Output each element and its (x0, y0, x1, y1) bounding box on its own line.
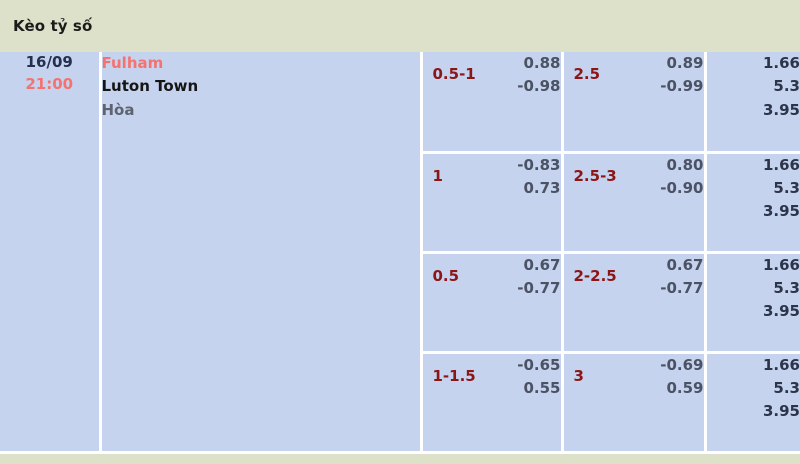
page-title: Kèo tỷ số (13, 17, 92, 35)
odd-home-win[interactable]: 1.66 (707, 254, 800, 277)
over-under-line[interactable]: 2.5 (574, 63, 601, 86)
odd-home-win[interactable]: 1.66 (707, 354, 800, 377)
table-row[interactable]: 16/09 21:00 Fulham Luton Town Hòa 0.5-1 … (0, 52, 800, 152)
over-under-values: -0.69 0.59 (564, 354, 704, 401)
over-under-line[interactable]: 2-2.5 (574, 265, 617, 288)
match-time: 21:00 (0, 74, 99, 96)
over-under-odd-over[interactable]: -0.69 (564, 354, 704, 377)
handicap-cell[interactable]: 1-1.5 -0.65 0.55 (421, 352, 562, 452)
odd-draw[interactable]: 5.3 (707, 75, 800, 98)
home-team-label: Fulham (102, 52, 420, 75)
handicap-line[interactable]: 0.5 (433, 265, 460, 288)
odd-away-win[interactable]: 3.95 (707, 300, 800, 323)
odd-draw[interactable]: 5.3 (707, 177, 800, 200)
footer-strip (0, 454, 800, 464)
odds-table-body: 16/09 21:00 Fulham Luton Town Hòa 0.5-1 … (0, 52, 800, 452)
section-header: Kèo tỷ số (0, 0, 800, 52)
over-under-cell[interactable]: 2-2.5 0.67 -0.77 (562, 252, 705, 352)
odd-away-win[interactable]: 3.95 (707, 99, 800, 122)
match-teams-cell: Fulham Luton Town Hòa (100, 52, 421, 452)
odds-table: 16/09 21:00 Fulham Luton Town Hòa 0.5-1 … (0, 52, 800, 454)
draw-label: Hòa (102, 99, 420, 122)
handicap-cell[interactable]: 0.5-1 0.88 -0.98 (421, 52, 562, 152)
handicap-odd-away[interactable]: 0.73 (423, 177, 561, 200)
handicap-line[interactable]: 0.5-1 (433, 63, 476, 86)
over-under-cell[interactable]: 3 -0.69 0.59 (562, 352, 705, 452)
handicap-odd-home[interactable]: -0.83 (423, 154, 561, 177)
over-under-line[interactable]: 3 (574, 365, 584, 388)
odd-home-win[interactable]: 1.66 (707, 154, 800, 177)
odd-away-win[interactable]: 3.95 (707, 200, 800, 223)
one-x-two-cell[interactable]: 1.66 5.3 3.95 (705, 152, 800, 252)
away-team-label: Luton Town (102, 75, 420, 98)
one-x-two-cell[interactable]: 1.66 5.3 3.95 (705, 52, 800, 152)
match-datetime-cell: 16/09 21:00 (0, 52, 100, 452)
handicap-values: -0.83 0.73 (423, 154, 561, 201)
odd-home-win[interactable]: 1.66 (707, 52, 800, 75)
one-x-two-cell[interactable]: 1.66 5.3 3.95 (705, 252, 800, 352)
odd-draw[interactable]: 5.3 (707, 377, 800, 400)
over-under-cell[interactable]: 2.5 0.89 -0.99 (562, 52, 705, 152)
handicap-cell[interactable]: 1 -0.83 0.73 (421, 152, 562, 252)
handicap-cell[interactable]: 0.5 0.67 -0.77 (421, 252, 562, 352)
one-x-two-cell[interactable]: 1.66 5.3 3.95 (705, 352, 800, 452)
over-under-line[interactable]: 2.5-3 (574, 165, 617, 188)
handicap-line[interactable]: 1 (433, 165, 443, 188)
handicap-line[interactable]: 1-1.5 (433, 365, 476, 388)
match-date: 16/09 (0, 52, 99, 74)
odd-draw[interactable]: 5.3 (707, 277, 800, 300)
odd-away-win[interactable]: 3.95 (707, 400, 800, 423)
over-under-odd-under[interactable]: 0.59 (564, 377, 704, 400)
over-under-cell[interactable]: 2.5-3 0.80 -0.90 (562, 152, 705, 252)
